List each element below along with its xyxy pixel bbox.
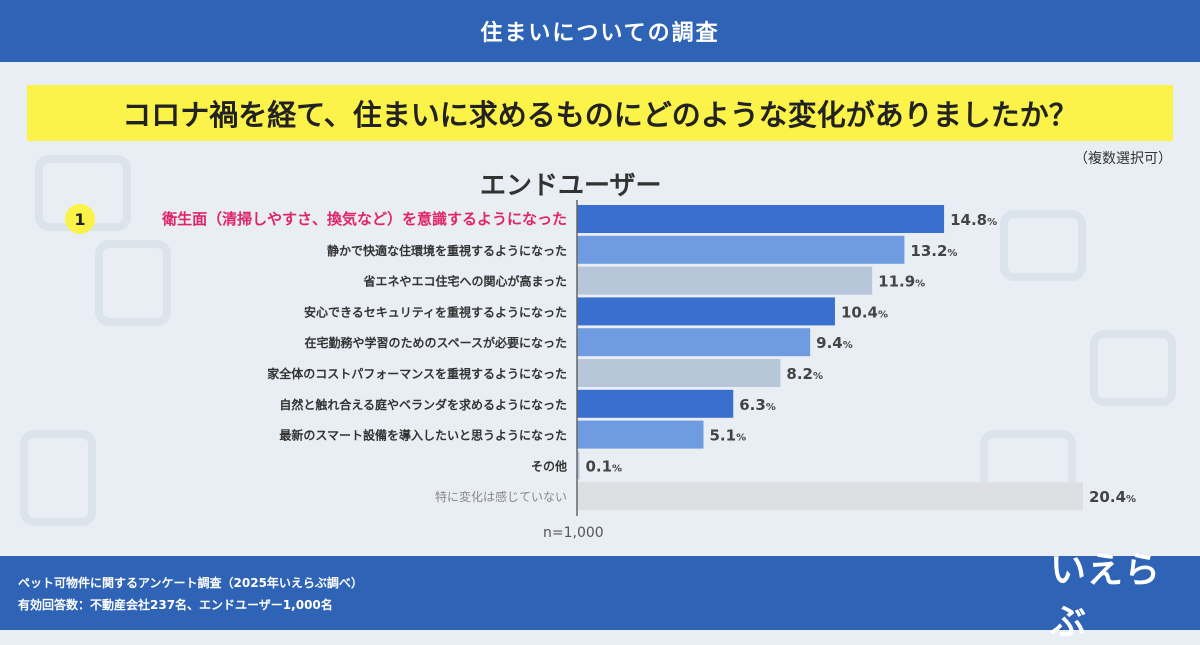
footer-bar — [0, 556, 1200, 630]
value-label-10: 20.4% — [1089, 488, 1136, 506]
valid-responses-text: 有効回答数：不動産会社237名、エンドユーザー1,000名 — [18, 598, 333, 612]
survey-source-text: ペット可物件に関するアンケート調査（2025年いえらぶ調べ） — [18, 576, 363, 590]
category-label-8: 最新のスマート設備を導入したいと思うようになった — [279, 428, 567, 443]
page-title: 住まいについての調査 — [480, 21, 720, 46]
background-decoration-icon — [1090, 330, 1176, 406]
multiple-choice-note: （複数選択可） — [1074, 151, 1172, 167]
value-label-8: 5.1% — [710, 427, 747, 445]
bar-2 — [577, 235, 905, 264]
value-label-1: 14.8% — [950, 211, 997, 229]
value-label-2: 13.2% — [910, 242, 957, 260]
respondent-group-title: エンドユーザー — [480, 171, 662, 201]
background-decoration-icon — [20, 430, 96, 526]
category-label-7: 自然と触れ合える庭やベランダを求めるようになった — [279, 397, 567, 412]
ierabu-logo: いえらぶ — [1050, 550, 1162, 643]
bar-6 — [577, 359, 781, 387]
value-label-4: 10.4% — [841, 303, 888, 321]
rank-badge-number: 1 — [74, 210, 85, 229]
bar-4 — [577, 297, 835, 326]
bar-8 — [577, 420, 704, 449]
value-label-6: 8.2% — [786, 365, 823, 383]
question-banner: コロナ禍を経て、住まいに求めるものにどのような変化がありましたか？ — [27, 85, 1173, 141]
category-label-2: 静かで快適な住環境を重視するようになった — [327, 243, 567, 258]
category-label-3: 省エネやエコ住宅への関心が高まった — [362, 274, 567, 289]
value-label-3: 11.9% — [878, 273, 925, 291]
value-label-7: 6.3% — [739, 396, 776, 414]
bar-5 — [577, 328, 811, 357]
bar-3 — [577, 266, 873, 295]
value-label-9: 0.1% — [585, 457, 622, 475]
bar-9 — [577, 451, 580, 480]
bar-7 — [577, 389, 734, 418]
question-text: コロナ禍を経て、住まいに求めるものにどのような変化がありましたか？ — [122, 98, 1078, 132]
category-label-9: その他 — [531, 458, 567, 473]
background-decoration-icon — [1000, 210, 1086, 281]
header-bar: 住まいについての調査 — [0, 0, 1200, 62]
bar-chart: 衛生面（清掃しやすさ、換気など）を意識するようになった 14.8% 静かで快適な住環… — [65, 200, 1136, 516]
category-label-10: 特に変化は感じていない — [435, 489, 567, 504]
category-label-4: 安心できるセキュリティを重視するようになった — [304, 304, 567, 319]
bar-10 — [577, 482, 1083, 511]
rank-badge — [65, 204, 95, 234]
category-label-6: 家全体のコストパフォーマンスを重視するようになった — [267, 366, 567, 381]
value-label-5: 9.4% — [816, 334, 853, 352]
category-label-1: 衛生面（清掃しやすさ、換気など）を意識するようになった — [161, 210, 567, 228]
bar-1 — [577, 205, 945, 233]
sample-size-label: n=1,000 — [543, 525, 604, 541]
category-label-5: 在宅勤務や学習のためのスペースが必要になった — [304, 335, 567, 350]
background-decoration-icon — [95, 240, 171, 326]
